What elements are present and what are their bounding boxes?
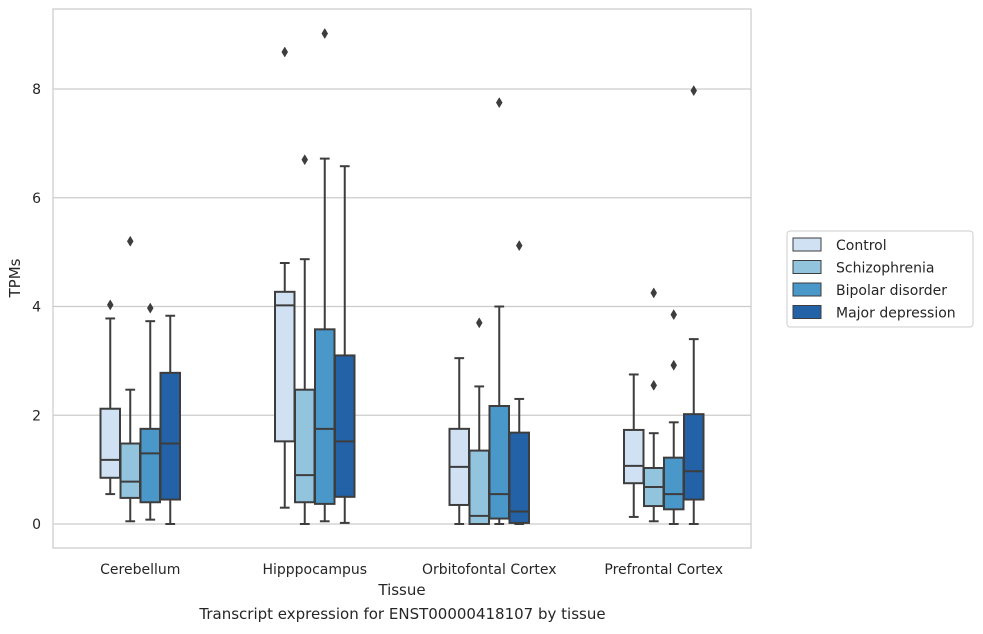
legend: Control Schizophrenia Bipolar disorder Majo… (786, 230, 974, 328)
y-tick-label-2: 2 (32, 408, 41, 424)
box-4-2 (334, 165, 356, 524)
box-iqr (683, 413, 705, 501)
x-tick-label-2: Hipppocampus (262, 562, 367, 578)
outlier-point-2 (650, 287, 658, 299)
y-tick-label-8: 8 (32, 82, 41, 98)
box-3-2 (314, 28, 336, 523)
legend-label-4: Major depression (836, 306, 956, 322)
x-tick-label-3: Orbitofontal Cortex (422, 562, 557, 578)
box-iqr (139, 427, 161, 504)
box-2-3 (468, 317, 490, 525)
box-iqr (468, 449, 490, 525)
x-tick-labels: Cerebellum Hipppocampus Orbitofontal Corte… (100, 562, 723, 578)
box-series (99, 28, 705, 525)
box-iqr (488, 405, 510, 520)
outlier-point-1 (106, 299, 114, 311)
box-2-1 (119, 235, 141, 523)
legend-swatch-1 (792, 237, 822, 252)
outlier-point-1 (301, 154, 309, 166)
box-3-4 (663, 309, 685, 525)
legend-label-3: Bipolar disorder (836, 283, 947, 299)
box-1-2 (274, 46, 296, 509)
y-tick-label-6: 6 (32, 191, 41, 207)
box-1-3 (448, 357, 470, 525)
box-1-1 (99, 299, 121, 496)
box-iqr (663, 456, 685, 511)
box-iqr (119, 442, 141, 499)
x-axis-label: Tissue (377, 581, 425, 599)
y-tick-labels: 0 2 4 6 8 (32, 82, 41, 533)
legend-swatch-2 (792, 260, 822, 274)
box-2-4 (643, 287, 665, 523)
box-iqr (159, 371, 181, 501)
x-tick-label-1: Cerebellum (100, 562, 180, 578)
box-iqr (508, 431, 530, 524)
box-4-1 (159, 314, 181, 525)
box-2-2 (294, 154, 316, 525)
box-iqr (274, 290, 296, 443)
box-iqr (99, 407, 121, 479)
box-3-3 (488, 97, 510, 525)
outlier-point-1 (515, 240, 523, 252)
box-3-1 (139, 302, 161, 521)
outlier-point-1 (321, 28, 329, 40)
legend-label-2: Schizophrenia (836, 261, 934, 277)
outlier-point-1 (475, 317, 483, 329)
chart-caption: Transcript expression for ENST0000041810… (199, 605, 606, 623)
box-iqr (314, 328, 336, 505)
y-tick-label-0: 0 (32, 517, 41, 533)
y-tick-label-4: 4 (32, 300, 41, 316)
outlier-point-1 (495, 97, 503, 109)
x-tick-label-4: Prefrontal Cortex (604, 562, 723, 578)
box-iqr (623, 428, 645, 485)
outlier-point-1 (146, 302, 154, 314)
legend-swatch-3 (792, 282, 822, 297)
outlier-point-1 (690, 85, 698, 97)
outlier-point-1 (281, 46, 289, 58)
outlier-point-1 (650, 379, 658, 391)
outlier-point-1 (126, 235, 134, 247)
legend-frame (786, 230, 974, 328)
legend-label-1: Control (836, 238, 887, 254)
box-iqr (294, 388, 316, 504)
outlier-point-1 (670, 359, 678, 371)
legend-swatch-4 (792, 305, 822, 319)
box-4-3 (508, 240, 530, 525)
y-axis-label: TPMs (6, 258, 24, 298)
plot-frame (52, 8, 752, 549)
box-iqr (334, 354, 356, 498)
box-1-4 (623, 373, 645, 518)
outlier-point-2 (670, 309, 678, 321)
box-4-4 (683, 85, 705, 525)
